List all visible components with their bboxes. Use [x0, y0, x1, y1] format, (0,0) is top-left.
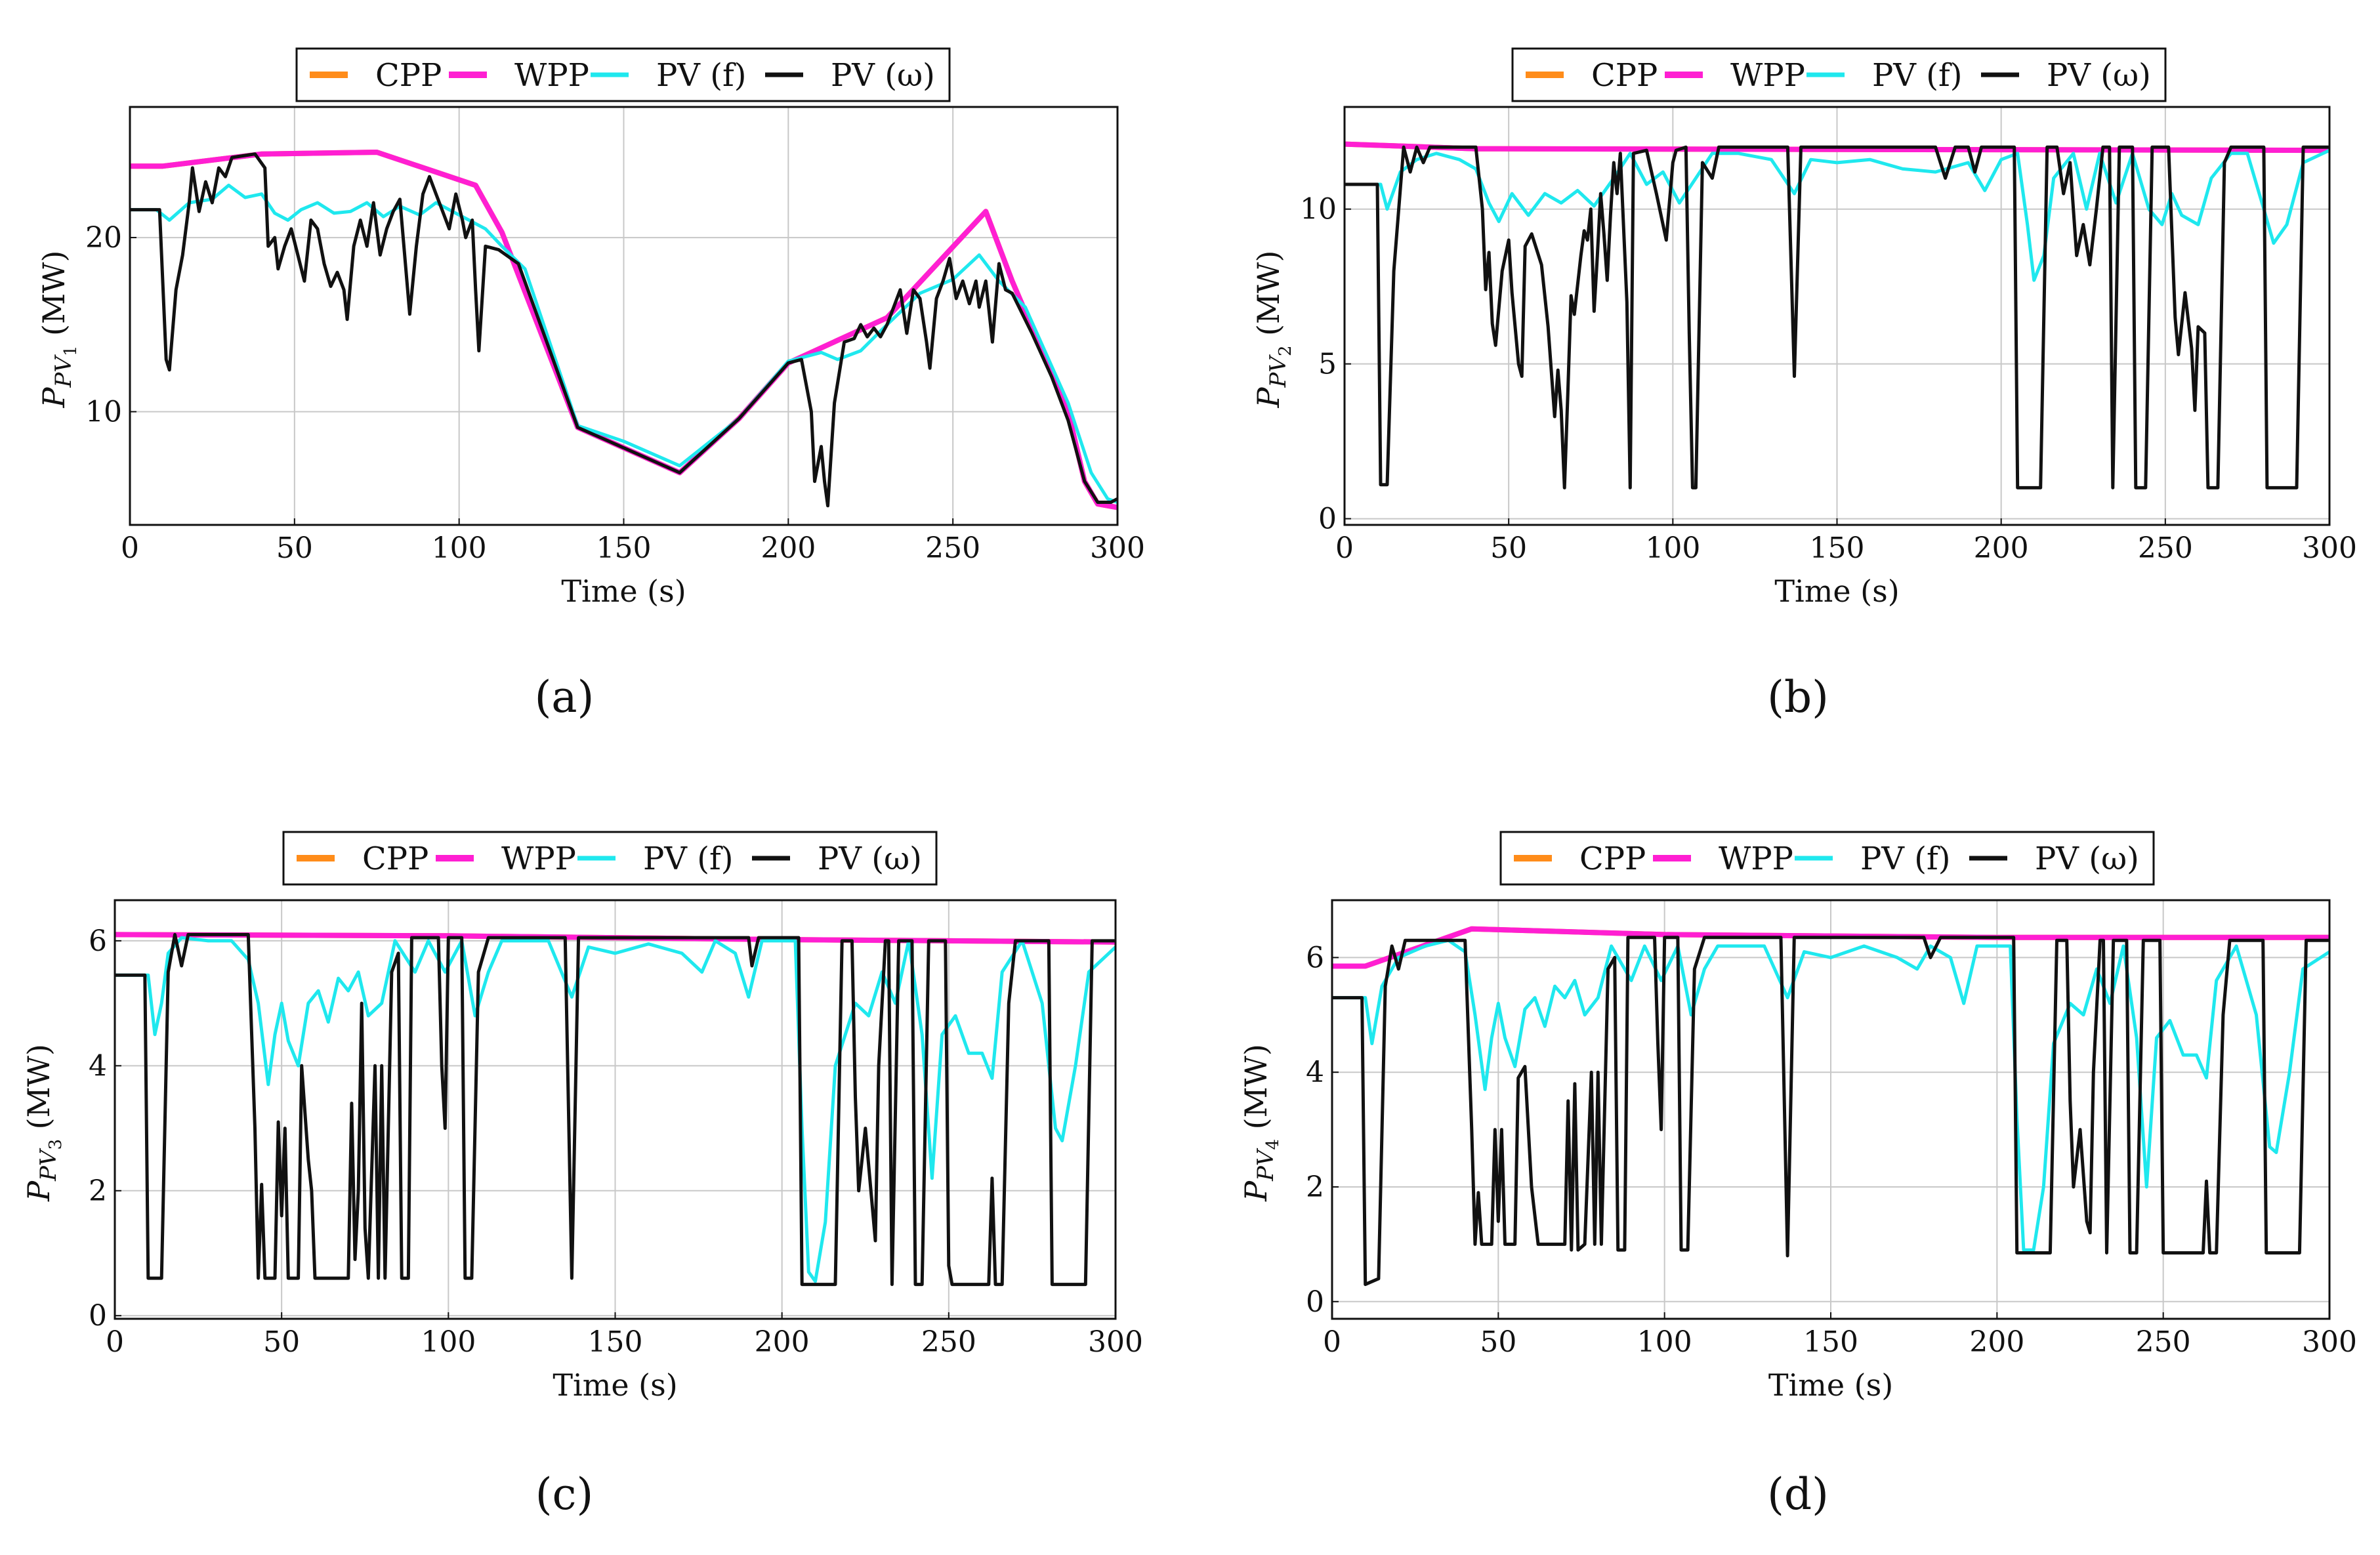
- x-tick-label: 50: [263, 1325, 300, 1359]
- series-line-pvf: [1345, 148, 2329, 282]
- x-tick-label: 250: [2138, 531, 2193, 565]
- y-axis-label: PPV3 (MW): [21, 1044, 66, 1202]
- x-axis-label: Time (s): [1774, 573, 1899, 609]
- x-tick-label: 100: [432, 531, 487, 565]
- panel-caption: (c): [535, 1469, 593, 1520]
- x-tick-label: 0: [1335, 531, 1354, 565]
- x-tick-label: 150: [1803, 1325, 1858, 1359]
- y-tick-label: 10: [85, 395, 122, 428]
- series-line-pvw: [1345, 145, 2329, 489]
- panel-caption: (b): [1767, 672, 1829, 722]
- series-line-wpp: [1332, 926, 2329, 969]
- x-tick-label: 100: [1637, 1325, 1692, 1359]
- x-tick-label: 250: [2136, 1325, 2191, 1359]
- y-axis-label: PPV4 (MW): [1238, 1044, 1283, 1202]
- y-tick-label: 2: [89, 1174, 107, 1208]
- y-tick-label: 10: [1300, 193, 1337, 226]
- legend: CPP WPP PV (f) PV (ω): [1511, 47, 2167, 102]
- chart-panel: 0 50 100 150 200 250 300 0 2 4 6 Time (s) PPV3 (MW) C…: [21, 831, 1143, 1520]
- x-tick-label: 0: [121, 531, 139, 565]
- x-tick-label: 0: [106, 1325, 124, 1359]
- x-axis-label: Time (s): [553, 1367, 677, 1403]
- x-tick-label: 150: [588, 1325, 643, 1359]
- legend-label-pvw: PV (ω): [2047, 57, 2151, 94]
- x-tick-label: 300: [2302, 1325, 2357, 1359]
- legend-label-pvf: PV (f): [656, 57, 746, 94]
- legend-label-cpp: CPP: [1579, 840, 1646, 877]
- legend-label-wpp: WPP: [514, 57, 589, 94]
- legend-label-pvw: PV (ω): [818, 840, 922, 877]
- y-tick-label: 0: [89, 1299, 107, 1333]
- x-tick-label: 0: [1323, 1325, 1341, 1359]
- legend: CPP WPP PV (f) PV (ω): [295, 47, 951, 102]
- x-tick-label: 300: [2302, 531, 2357, 565]
- x-tick-label: 300: [1090, 531, 1145, 565]
- chart-panel: 0 50 100 150 200 250 300 0 2 4 6 Time (s) PPV4 (MW) C…: [1238, 831, 2357, 1520]
- x-tick-label: 100: [1645, 531, 1700, 565]
- y-axis-label: PPV1 (MW): [36, 251, 81, 409]
- legend-label-pvf: PV (f): [643, 840, 733, 877]
- y-tick-label: 6: [1306, 941, 1324, 974]
- legend-label-pvf: PV (f): [1860, 840, 1950, 877]
- panel-caption: (d): [1767, 1469, 1829, 1520]
- x-axis-label: Time (s): [561, 573, 686, 609]
- x-tick-label: 100: [421, 1325, 476, 1359]
- legend-label-wpp: WPP: [1719, 840, 1793, 877]
- x-tick-label: 200: [1969, 1325, 2024, 1359]
- series-line-pvf: [130, 183, 1117, 504]
- x-tick-label: 250: [921, 1325, 976, 1359]
- series-line-pvw: [115, 932, 1116, 1287]
- y-tick-label: 4: [1306, 1056, 1324, 1089]
- legend: CPP WPP PV (f) PV (ω): [282, 831, 938, 886]
- panel-caption: (a): [535, 672, 595, 722]
- legend-label-wpp: WPP: [1730, 57, 1805, 94]
- chart-panel: 0 50 100 150 200 250 300 0 5 10 Time (s) PPV2 (MW) C…: [1251, 47, 2357, 722]
- y-tick-label: 6: [89, 924, 107, 958]
- x-tick-label: 150: [1810, 531, 1865, 565]
- x-tick-label: 200: [755, 1325, 810, 1359]
- series-line-pvf: [1332, 938, 2329, 1252]
- y-tick-label: 2: [1306, 1171, 1324, 1204]
- y-tick-label: 4: [89, 1049, 107, 1083]
- y-tick-label: 5: [1318, 348, 1337, 381]
- legend-label-cpp: CPP: [375, 57, 442, 94]
- legend-label-cpp: CPP: [362, 840, 428, 877]
- series-line-pvw: [130, 152, 1117, 508]
- legend-label-cpp: CPP: [1591, 57, 1658, 94]
- series-line-pvf: [115, 936, 1116, 1283]
- legend-label-pvf: PV (f): [1872, 57, 1962, 94]
- x-tick-label: 200: [1974, 531, 2029, 565]
- x-tick-label: 50: [1480, 1325, 1516, 1359]
- legend-label-pvw: PV (ω): [2035, 840, 2139, 877]
- x-tick-label: 300: [1088, 1325, 1143, 1359]
- y-tick-label: 0: [1306, 1285, 1324, 1319]
- x-tick-label: 50: [276, 531, 313, 565]
- chart-panel: 0 50 100 150 200 250 300 10 20 Time (s) PPV1 (MW) C…: [36, 47, 1145, 722]
- y-tick-label: 0: [1318, 503, 1337, 536]
- y-tick-label: 20: [85, 221, 122, 255]
- y-axis-label: PPV2 (MW): [1251, 251, 1295, 409]
- x-tick-label: 200: [761, 531, 816, 565]
- series-line-pvw: [1332, 936, 2329, 1287]
- legend: CPP WPP PV (f) PV (ω): [1499, 831, 2155, 886]
- x-axis-label: Time (s): [1768, 1367, 1893, 1403]
- x-tick-label: 50: [1490, 531, 1527, 565]
- legend-label-wpp: WPP: [501, 840, 576, 877]
- x-tick-label: 150: [596, 531, 652, 565]
- x-tick-label: 250: [925, 531, 980, 565]
- legend-label-pvw: PV (ω): [831, 57, 935, 94]
